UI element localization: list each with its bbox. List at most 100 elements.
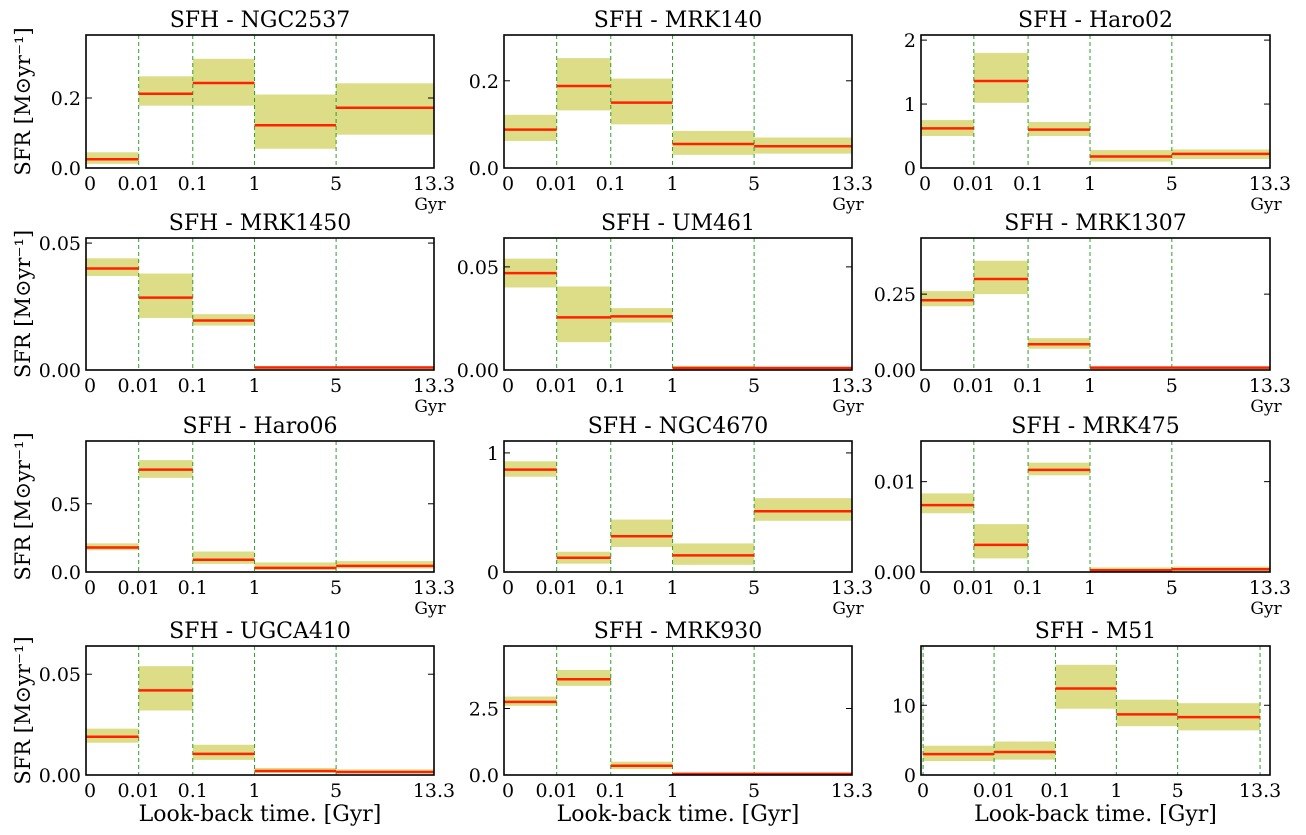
x-tick-label: 0.01: [953, 173, 995, 195]
x-tick-label: 1: [666, 577, 678, 599]
axes-frame: [920, 34, 1271, 169]
axes-frame: [503, 237, 853, 371]
x-tick-label: 0: [84, 173, 96, 195]
panel-title: SFH - MRK140: [594, 8, 762, 33]
axes-frame: [503, 34, 853, 169]
y-axis-label: SFR [M⊙yr⁻¹]: [11, 27, 35, 175]
axes-frame: [920, 645, 1271, 776]
x-tick-label: 13.3: [413, 375, 455, 397]
axes-frame: [85, 645, 435, 776]
x-axis-label: Look-back time. [Gyr]: [974, 802, 1217, 827]
x-tick-label: 0.1: [1040, 780, 1070, 802]
sfr-uncertainty-band: [192, 551, 255, 564]
x-tick-label: 0: [84, 780, 96, 802]
y-tick-label: 0.2: [469, 71, 499, 93]
x-tick-label: 5: [1166, 173, 1178, 195]
axes-frame: [85, 237, 435, 371]
sfr-uncertainty-band: [556, 286, 611, 343]
x-tick-label: 5: [1166, 577, 1178, 599]
sfr-uncertainty-band: [86, 258, 139, 277]
sfr-uncertainty-band: [921, 493, 974, 514]
x-tick-label: 1: [248, 173, 260, 195]
sfr-uncertainty-band: [1055, 664, 1117, 709]
x-tick-label: 0: [502, 173, 514, 195]
x-tick-label: 0.1: [178, 577, 208, 599]
x-tick-label: 0.01: [536, 375, 578, 397]
sfr-uncertainty-band: [138, 666, 193, 711]
axes-frame: [503, 440, 853, 573]
sfr-uncertainty-band: [973, 524, 1029, 559]
chart-panel: SFH - M51 0 10 0 0.01 0.1 1 5 13.3 Look-back time…: [892, 619, 1281, 827]
x-tick-label: 0.01: [536, 780, 578, 802]
axes-frame: [85, 34, 435, 169]
y-tick-label: 0.0: [469, 765, 499, 787]
x-tick-label: 1: [666, 173, 678, 195]
x-unit-label: Gyr: [832, 397, 864, 417]
chart-panel: SFH - MRK930 0.0 2.5 0 0.01 0.1 1 5 13.3 Look-bac…: [469, 619, 873, 827]
y-tick-label: 0.05: [39, 664, 81, 686]
y-tick-label: 2: [904, 30, 916, 52]
x-tick-label: 5: [330, 577, 342, 599]
sfr-uncertainty-band: [504, 114, 557, 141]
sfr-uncertainty-band: [921, 291, 974, 307]
y-tick-label: 0.0: [51, 562, 81, 584]
x-tick-label: 0.1: [596, 173, 626, 195]
y-tick-label: 0.00: [874, 562, 916, 584]
x-tick-label: 13.3: [831, 577, 873, 599]
x-tick-label: 0.1: [178, 375, 208, 397]
y-tick-label: 10: [892, 695, 916, 717]
x-tick-label: 5: [1166, 375, 1178, 397]
sfr-uncertainty-band: [556, 58, 611, 111]
x-tick-label: 1: [248, 375, 260, 397]
x-tick-label: 5: [330, 375, 342, 397]
y-tick-label: 0: [904, 158, 916, 180]
x-tick-label: 5: [748, 173, 760, 195]
x-tick-label: 13.3: [1249, 173, 1291, 195]
axes-frame: [503, 645, 853, 776]
x-tick-label: 0.1: [596, 780, 626, 802]
y-tick-label: 0.5: [51, 494, 81, 516]
x-tick-label: 1: [1084, 173, 1096, 195]
x-tick-label: 0: [919, 577, 931, 599]
x-axis-label: Look-back time. [Gyr]: [139, 802, 382, 827]
sfr-uncertainty-band: [994, 741, 1056, 760]
panel-title: SFH - UGCA410: [169, 619, 351, 644]
x-tick-label: 5: [1172, 780, 1184, 802]
y-axis-label: SFR [M⊙yr⁻¹]: [11, 636, 35, 784]
x-tick-label: 13.3: [1239, 780, 1281, 802]
y-tick-label: 0: [904, 765, 916, 787]
x-tick-label: 1: [666, 375, 678, 397]
x-tick-label: 0.1: [178, 780, 208, 802]
y-tick-label: 2.5: [469, 699, 499, 721]
x-tick-label: 1: [1084, 375, 1096, 397]
x-tick-label: 13.3: [1249, 577, 1291, 599]
sfr-uncertainty-band: [192, 744, 255, 760]
x-tick-label: 0.01: [118, 375, 160, 397]
x-tick-label: 0: [502, 375, 514, 397]
x-axis-label: Look-back time. [Gyr]: [557, 802, 800, 827]
y-tick-label: 0.05: [457, 257, 499, 279]
x-tick-label: 5: [748, 577, 760, 599]
y-tick-label: 0.00: [457, 360, 499, 382]
x-tick-label: 0: [84, 577, 96, 599]
panel-title: SFH - NGC2537: [170, 8, 351, 33]
panel-title: SFH - UM461: [601, 211, 755, 236]
y-axis-label: SFR [M⊙yr⁻¹]: [11, 432, 35, 580]
panel-title: SFH - NGC4670: [588, 414, 769, 439]
x-tick-label: 0.1: [1013, 375, 1043, 397]
x-tick-label: 5: [330, 173, 342, 195]
x-unit-label: Gyr: [414, 195, 446, 215]
x-unit-label: Gyr: [832, 599, 864, 619]
y-tick-label: 0.0: [51, 158, 81, 180]
sfr-uncertainty-band: [610, 519, 673, 547]
y-tick-label: 0.00: [874, 360, 916, 382]
x-unit-label: Gyr: [832, 195, 864, 215]
x-tick-label: 0.1: [596, 577, 626, 599]
sfr-uncertainty-band: [1116, 699, 1178, 727]
x-tick-label: 5: [748, 375, 760, 397]
